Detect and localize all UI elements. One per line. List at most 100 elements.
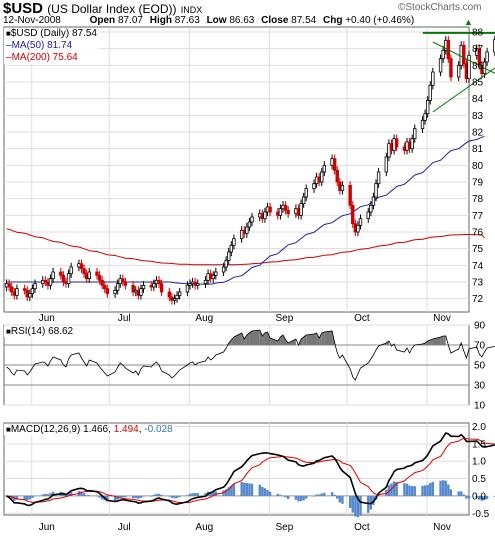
candle-body (340, 184, 345, 191)
rsi-y-tick: 50 (474, 361, 486, 372)
macd-histogram-bar (302, 495, 305, 501)
close-value: 87.54 (291, 15, 317, 26)
macd-histogram-bar (31, 495, 34, 498)
candle-body (376, 171, 381, 185)
rsi-overbought-fill (270, 338, 278, 345)
macd-histogram-bar (359, 495, 362, 516)
x-tick-label-bottom: Jun (39, 522, 55, 533)
macd-histogram-bar (26, 495, 29, 501)
price-y-tick: 87 (472, 44, 484, 55)
macd-histogram-bar (170, 495, 174, 498)
macd-histogram-bar (150, 495, 153, 497)
macd-histogram-bar (44, 493, 47, 496)
macd-legend-signal: 1.494 (113, 424, 139, 435)
rsi-y-tick: 90 (474, 321, 486, 332)
candle-body (10, 286, 14, 293)
candle-body (384, 156, 389, 173)
legend-ma50: –MA(50) 81.74 (6, 40, 97, 52)
candle-body (175, 294, 179, 300)
rsi-overbought-fill (324, 331, 333, 345)
x-tick-label-mid: Jul (118, 313, 131, 324)
symbol-name: (US Dollar Index (EOD)) (47, 2, 177, 16)
macd-histogram-bar (98, 495, 101, 498)
macd-histogram-bar (137, 495, 140, 499)
price-legend-icon: ■ (6, 29, 11, 38)
rsi-overbought-fill (280, 335, 283, 345)
macd-histogram-bar (354, 495, 357, 517)
macd-histogram-bar (449, 489, 453, 496)
candle-body (485, 51, 489, 63)
macd-histogram-bar (478, 495, 481, 500)
candle-body (423, 113, 427, 121)
rsi-overbought-fill (249, 331, 252, 345)
macd-histogram-bar (320, 493, 323, 496)
macd-histogram-bar (429, 483, 432, 496)
watermark[interactable]: ©StockCharts.com (398, 2, 482, 13)
candle-body (211, 274, 215, 280)
rsi-y-tick: 10 (474, 401, 486, 412)
price-y-tick: 79 (472, 178, 484, 189)
macd-histogram-bar (67, 492, 70, 496)
candle-body (159, 283, 164, 293)
macd-histogram-bar (330, 492, 334, 496)
macd-histogram-bar (23, 495, 26, 501)
candle-body (348, 184, 352, 206)
candle-body (185, 284, 190, 293)
candle-body (157, 279, 161, 285)
candle-body (371, 196, 376, 206)
macd-histogram-bar (82, 493, 86, 496)
macd-histogram-bar (333, 494, 336, 496)
candle-body (456, 64, 461, 78)
macd-histogram-bar (493, 495, 495, 497)
macd-histogram-bar (88, 495, 91, 496)
candle-body (113, 289, 117, 295)
macd-histogram-bar (441, 480, 445, 496)
macd-histogram-bar (266, 490, 269, 496)
rsi-overbought-fill (267, 332, 271, 345)
macd-histogram-bar (240, 482, 243, 496)
rsi-overbought-fill (319, 333, 322, 345)
rsi-overbought-fill (321, 332, 325, 345)
rsi-overbought-fill (303, 335, 307, 345)
price-y-tick: 88 (472, 28, 484, 39)
rsi-overbought-fill (432, 337, 441, 345)
macd-histogram-bar (173, 495, 176, 499)
candle-body (283, 204, 288, 211)
macd-histogram-bar (69, 491, 73, 496)
macd-histogram-bar (100, 495, 104, 500)
x-tick-label-mid: Aug (195, 313, 213, 324)
macd-histogram-bar (85, 495, 88, 496)
price-y-tick: 84 (472, 94, 484, 105)
macd-histogram-bar (356, 495, 360, 518)
price-y-tick: 74 (472, 261, 484, 272)
macd-histogram-bar (423, 485, 427, 496)
macd-y-tick: 0.5 (472, 474, 486, 485)
candle-body (232, 238, 236, 246)
candle-body (467, 54, 471, 80)
candle-body (172, 298, 177, 301)
low-value: 86.63 (229, 15, 255, 26)
macd-histogram-bar (431, 482, 435, 496)
macd-histogram-bar (421, 485, 424, 496)
candle-body (105, 288, 110, 295)
legend-price-text: $USD (Daily) 87.54 (10, 28, 97, 39)
macd-histogram-bar (41, 494, 44, 496)
rsi-line (6, 329, 495, 381)
price-y-tick: 86 (472, 61, 484, 72)
macd-histogram-bar (113, 495, 117, 502)
price-y-tick: 85 (472, 78, 484, 89)
candle-body (229, 244, 234, 253)
macd-histogram-bar (284, 495, 287, 498)
quote-date: 12-Nov-2008 (3, 15, 61, 26)
low-label: Low (206, 15, 227, 26)
candle-body (420, 119, 425, 130)
candle-body (369, 204, 373, 213)
x-tick-label-bottom: Nov (433, 522, 451, 533)
macd-histogram-bar (152, 494, 156, 496)
macd-legend-hist: -0.028 (144, 424, 173, 435)
macd-histogram-bar (286, 495, 290, 500)
price-y-tick: 83 (472, 111, 484, 122)
macd-histogram-bar (457, 491, 460, 496)
macd-histogram-bar (209, 491, 212, 496)
rsi-overbought-fill (231, 337, 234, 345)
